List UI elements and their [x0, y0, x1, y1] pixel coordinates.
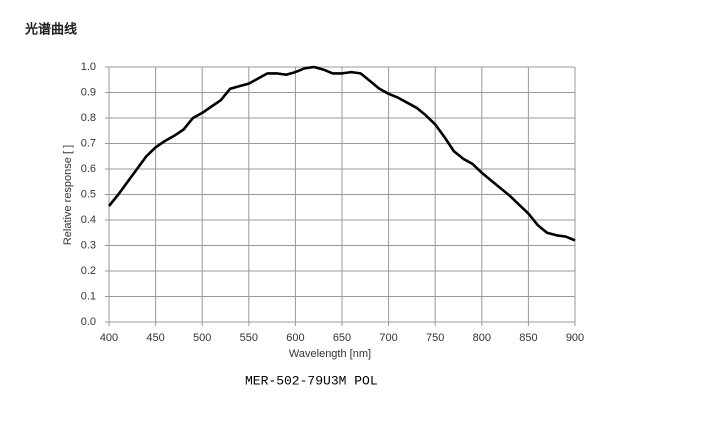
y-tick-label: 0.0 — [81, 316, 96, 328]
x-tick-label: 550 — [240, 332, 258, 344]
y-tick-label: 0.6 — [81, 163, 96, 175]
x-tick-label: 400 — [100, 332, 118, 344]
y-axis-label: Relative response [ ] — [62, 145, 74, 245]
y-tick-label: 0.4 — [81, 214, 96, 226]
y-tick-label: 0.1 — [81, 290, 96, 302]
caption: MER-502-79U3M POL — [245, 373, 378, 388]
x-tick-label: 750 — [426, 332, 444, 344]
y-tick-label: 0.3 — [81, 239, 96, 251]
x-tick-label: 800 — [473, 332, 491, 344]
x-tick-label: 600 — [286, 332, 304, 344]
x-axis-label: Wavelength [nm] — [289, 348, 371, 360]
x-tick-label: 450 — [146, 332, 164, 344]
x-tick-label: 650 — [333, 332, 351, 344]
y-tick-label: 0.7 — [81, 137, 96, 149]
y-tick-label: 0.2 — [81, 265, 96, 277]
page-title: 光谱曲线 — [24, 21, 77, 36]
y-tick-label: 0.5 — [81, 188, 96, 200]
x-tick-label: 900 — [566, 332, 584, 344]
y-tick-label: 0.8 — [81, 112, 96, 124]
data-line — [107, 65, 576, 242]
y-tick-label: 0.9 — [81, 86, 96, 98]
x-tick-label: 500 — [193, 332, 211, 344]
x-tick-label: 850 — [519, 332, 537, 344]
x-tick-label: 700 — [379, 332, 397, 344]
y-tick-label: 1.0 — [81, 61, 96, 73]
